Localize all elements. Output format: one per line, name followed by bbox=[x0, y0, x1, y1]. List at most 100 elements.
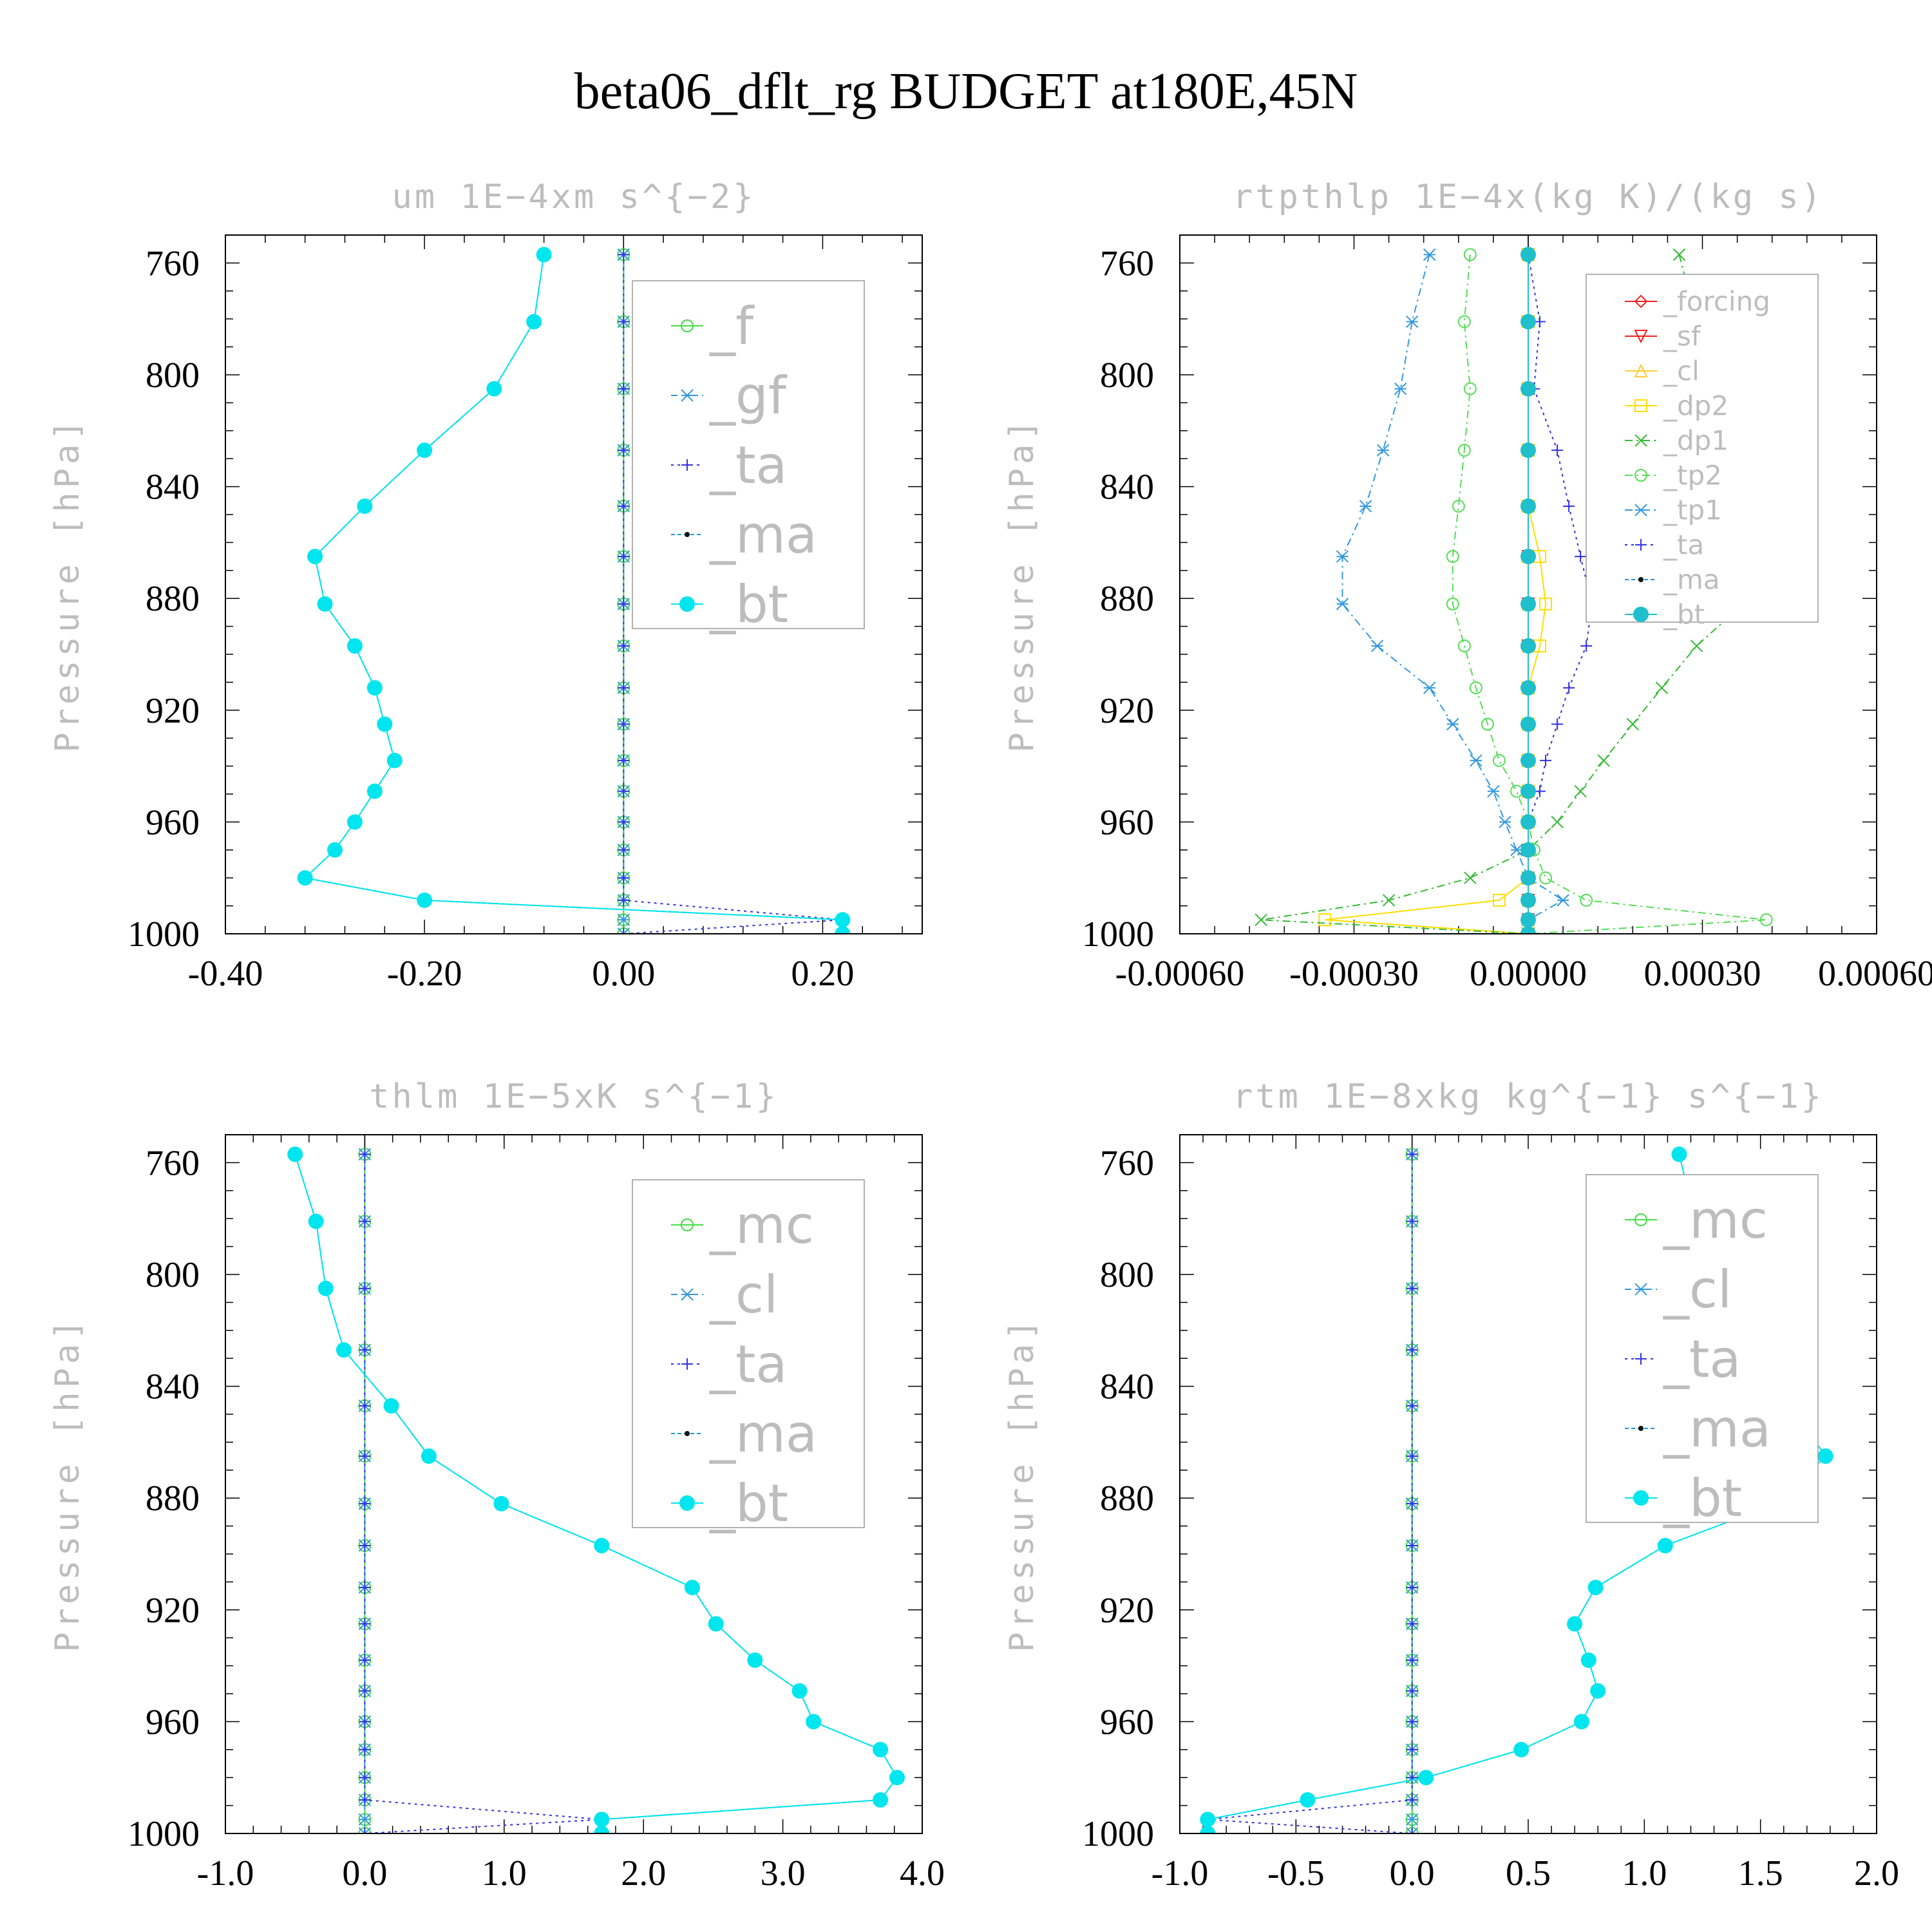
data-point bbox=[1492, 893, 1506, 907]
panels: um 1E−4xm s^{−2} Pressure [hPa] 760 800 840 8… bbox=[48, 178, 1932, 1893]
data-point bbox=[1513, 1741, 1530, 1757]
data-point bbox=[366, 680, 383, 696]
data-point bbox=[1464, 871, 1477, 884]
data-point bbox=[1300, 1792, 1316, 1808]
legend-marker bbox=[681, 389, 694, 402]
data-point bbox=[1255, 913, 1267, 927]
data-point bbox=[1520, 912, 1536, 928]
y-tick-label: 960 bbox=[1100, 802, 1154, 842]
data-point bbox=[1520, 783, 1536, 799]
data-point bbox=[618, 598, 630, 610]
data-point bbox=[1336, 550, 1349, 563]
data-point bbox=[1470, 754, 1482, 767]
x-tick-label: 0.00030 bbox=[1644, 954, 1761, 994]
data-point bbox=[594, 1812, 610, 1828]
y-tick-label: 960 bbox=[1100, 1702, 1154, 1742]
series-line bbox=[1208, 1154, 1413, 1833]
legend-item: _ma bbox=[1625, 1399, 1771, 1459]
data-point bbox=[618, 718, 630, 730]
legend-item: _cl bbox=[671, 1265, 778, 1325]
data-point bbox=[1463, 248, 1477, 261]
data-point bbox=[835, 912, 851, 928]
legend-box bbox=[1586, 1174, 1819, 1523]
y-tick-label: 1000 bbox=[128, 1814, 200, 1854]
y-tick-label: 840 bbox=[1100, 1367, 1154, 1407]
legend-marker bbox=[1633, 1490, 1649, 1506]
data-point bbox=[1520, 716, 1536, 732]
data-point bbox=[1469, 681, 1482, 695]
data-point bbox=[1520, 870, 1536, 886]
data-point bbox=[1540, 754, 1552, 766]
data-point bbox=[1457, 444, 1471, 457]
data-point bbox=[1657, 1537, 1673, 1553]
x-tick-label: 4.0 bbox=[900, 1853, 945, 1893]
data-point bbox=[346, 814, 363, 830]
data-point bbox=[1452, 499, 1465, 513]
data-point bbox=[1580, 893, 1593, 907]
y-tick-label: 800 bbox=[146, 355, 200, 395]
legend-item: _ma bbox=[1625, 564, 1720, 596]
chart-panel-2: rtpthlp 1E−4x(kg K)/(kg s) Pressure [hPa]… bbox=[1003, 178, 1932, 994]
data-point bbox=[618, 249, 630, 261]
legend-box bbox=[632, 280, 865, 629]
y-tick-label: 880 bbox=[146, 1479, 200, 1519]
data-point bbox=[359, 1582, 371, 1594]
data-point bbox=[359, 1148, 371, 1160]
data-point bbox=[359, 1215, 371, 1227]
data-point bbox=[1520, 596, 1536, 612]
y-axis-label: Pressure [hPa] bbox=[1003, 416, 1041, 752]
plot-frame bbox=[1179, 1134, 1877, 1834]
data-point bbox=[1520, 247, 1536, 263]
series-bt bbox=[297, 247, 851, 934]
legend-item: _cl bbox=[1625, 355, 1700, 387]
legend-item: _tp2 bbox=[1625, 460, 1722, 491]
legend-item: _ta bbox=[671, 1334, 787, 1394]
legend-label: _dp1 bbox=[1663, 425, 1728, 457]
legend-item: _ta bbox=[1625, 1329, 1741, 1389]
data-point bbox=[618, 816, 630, 828]
data-point bbox=[359, 1794, 371, 1806]
legend-label: _forcing bbox=[1663, 286, 1770, 317]
data-point bbox=[594, 1826, 610, 1833]
data-point bbox=[1563, 500, 1575, 512]
x-tick-label: -1.0 bbox=[197, 1853, 254, 1893]
data-point bbox=[421, 1448, 437, 1464]
legend-label: _mc bbox=[1663, 1190, 1768, 1250]
data-point bbox=[594, 1537, 610, 1553]
data-point bbox=[1463, 382, 1477, 395]
legend-label: _ta bbox=[1663, 1329, 1741, 1389]
data-point bbox=[359, 1685, 371, 1697]
legend-label: _ma bbox=[1663, 1399, 1771, 1459]
legend-label: _gf bbox=[709, 366, 788, 426]
y-tick-label: 880 bbox=[1100, 579, 1154, 619]
series-ta bbox=[618, 249, 849, 934]
data-point bbox=[835, 926, 851, 934]
data-point bbox=[1520, 680, 1536, 696]
y-tick-label: 920 bbox=[146, 1591, 200, 1631]
figure-title: beta06_dflt_rg BUDGET at180E,45N bbox=[574, 63, 1358, 120]
data-point bbox=[386, 752, 402, 768]
plot-frame bbox=[1179, 234, 1877, 934]
data-point bbox=[1406, 1539, 1418, 1551]
data-point bbox=[1405, 1813, 1419, 1826]
data-point bbox=[1551, 718, 1564, 730]
legend-item: _bt bbox=[671, 1473, 788, 1533]
legend: _mc _cl _ta _ma _bt bbox=[632, 1179, 865, 1533]
legend-marker bbox=[1634, 434, 1647, 447]
data-point bbox=[1446, 717, 1459, 731]
data-point bbox=[308, 1213, 324, 1229]
data-point bbox=[307, 549, 323, 565]
legend-label: _bt bbox=[1663, 1468, 1742, 1528]
panel-title: rtpthlp 1E−4x(kg K)/(kg s) bbox=[1233, 178, 1824, 216]
data-point bbox=[359, 1282, 371, 1294]
y-tick-label: 840 bbox=[146, 1367, 200, 1407]
legend-label: _ta bbox=[709, 1334, 787, 1394]
data-point bbox=[1520, 892, 1536, 908]
legend-item: _gf bbox=[671, 366, 788, 426]
data-point bbox=[359, 1344, 371, 1356]
data-point bbox=[317, 1280, 334, 1296]
x-tick-label: 1.5 bbox=[1738, 1853, 1783, 1893]
data-point bbox=[618, 444, 630, 457]
data-point bbox=[791, 1683, 808, 1699]
y-tick-label: 840 bbox=[1100, 468, 1154, 507]
